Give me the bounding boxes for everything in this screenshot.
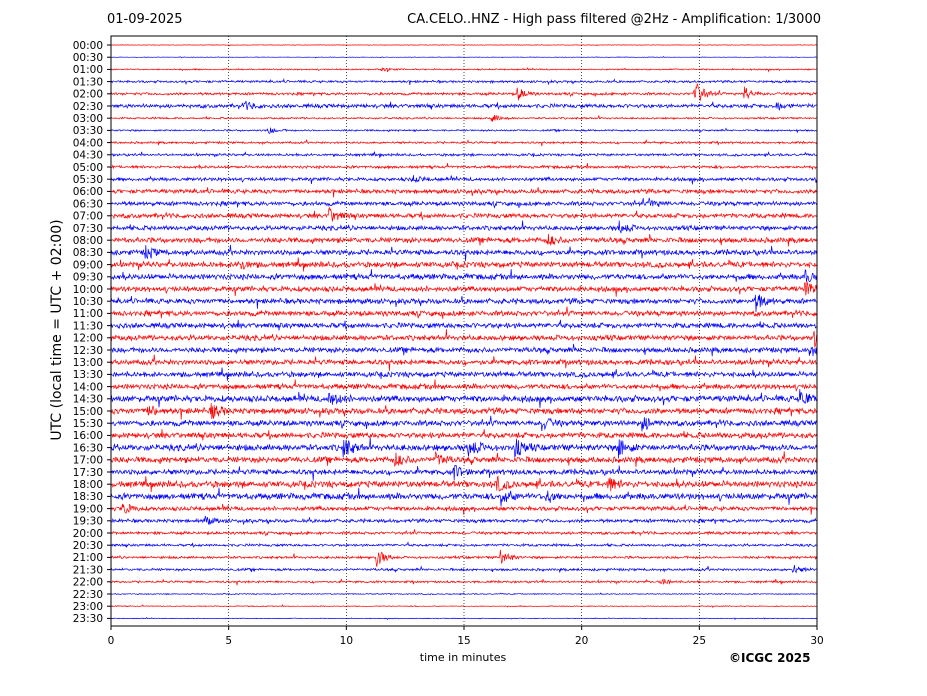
trace-line	[110, 464, 817, 481]
trace-line	[110, 379, 817, 393]
copyright-label: ©ICGC 2025	[729, 651, 811, 665]
trace-group	[110, 44, 817, 621]
trace-line	[110, 437, 817, 459]
y-tick-label: 22:30	[73, 589, 103, 601]
y-tick-label: 16:30	[73, 442, 103, 454]
y-axis-label: UTC (local time = UTC + 02:00)	[49, 219, 65, 441]
y-tick-label: 04:00	[73, 137, 103, 149]
y-tick-label: 10:30	[73, 296, 103, 308]
chart-title: CA.CELO..HNZ - High pass filtered @2Hz -…	[407, 12, 821, 27]
y-tick-label: 04:30	[73, 150, 103, 162]
y-tick-label: 08:00	[73, 235, 103, 247]
x-tick-label: 0	[108, 635, 115, 647]
x-tick-label: 5	[225, 635, 232, 647]
y-tick-label: 14:00	[73, 381, 103, 393]
y-tick-label: 11:00	[73, 308, 103, 320]
y-tick-label: 02:00	[73, 89, 103, 101]
y-tick-label: 01:00	[73, 64, 103, 76]
trace-line	[110, 515, 817, 526]
y-tick-label: 20:30	[73, 540, 103, 552]
y-tick-label: 05:00	[73, 162, 103, 174]
y-tick-label: 00:00	[73, 40, 103, 52]
trace-line	[110, 175, 817, 185]
x-tick-label: 10	[340, 635, 353, 647]
y-tick-label: 09:30	[73, 272, 103, 284]
y-tick-label: 19:30	[73, 516, 103, 528]
y-tick-label: 07:00	[73, 211, 103, 223]
y-tick-label: 12:30	[73, 345, 103, 357]
trace-line	[110, 578, 817, 586]
y-tick-label: 13:30	[73, 369, 103, 381]
trace-line	[110, 565, 817, 574]
y-tick-label: 03:00	[73, 113, 103, 125]
y-tick-label: 05:30	[73, 174, 103, 186]
trace-line	[110, 163, 817, 170]
trace-line	[110, 329, 817, 348]
y-tick-label: 15:30	[73, 418, 103, 430]
y-tick-label: 10:00	[73, 284, 103, 296]
y-tick-label: 13:00	[73, 357, 103, 369]
y-tick-label: 01:30	[73, 76, 103, 88]
y-tick-label: 18:00	[73, 479, 103, 491]
grid-lines	[228, 36, 700, 626]
y-tick-label: 00:30	[73, 52, 103, 64]
trace-line	[110, 487, 817, 507]
y-tick-label: 07:30	[73, 223, 103, 235]
y-tick-label: 08:30	[73, 247, 103, 259]
y-tick-label: 19:00	[73, 503, 103, 515]
y-tick-label: 06:00	[73, 186, 103, 198]
x-tick-label: 15	[457, 635, 470, 647]
x-axis: 0 5 10 15 20 25 30	[108, 626, 824, 647]
y-tick-label: 15:00	[73, 406, 103, 418]
y-tick-label: 21:00	[73, 552, 103, 564]
x-tick-label: 25	[693, 635, 706, 647]
y-tick-label: 12:00	[73, 333, 103, 345]
y-axis: 00:0000:3001:0001:3002:0002:3003:0003:30…	[73, 40, 111, 625]
date-label: 01-09-2025	[107, 12, 183, 27]
y-tick-label: 06:30	[73, 198, 103, 210]
trace-line	[110, 220, 817, 234]
y-tick-label: 23:30	[73, 613, 103, 625]
y-tick-label: 18:30	[73, 491, 103, 503]
x-tick-label: 30	[810, 635, 823, 647]
y-tick-label: 03:30	[73, 125, 103, 137]
y-tick-label: 17:30	[73, 467, 103, 479]
y-tick-label: 20:00	[73, 528, 103, 540]
trace-line	[110, 549, 817, 567]
x-axis-label: time in minutes	[419, 651, 507, 664]
y-tick-label: 23:00	[73, 601, 103, 613]
trace-line	[110, 151, 817, 158]
trace-line	[110, 138, 817, 147]
y-tick-label: 02:30	[73, 101, 103, 113]
y-tick-label: 11:30	[73, 320, 103, 332]
trace-line	[110, 415, 817, 432]
y-tick-label: 09:00	[73, 259, 103, 271]
y-tick-label: 14:30	[73, 394, 103, 406]
x-tick-label: 20	[575, 635, 588, 647]
y-tick-label: 21:30	[73, 564, 103, 576]
trace-line	[110, 83, 817, 101]
y-tick-label: 16:00	[73, 430, 103, 442]
y-tick-label: 17:00	[73, 455, 103, 467]
y-tick-label: 22:00	[73, 577, 103, 589]
trace-line	[110, 319, 817, 331]
trace-line	[110, 197, 817, 209]
